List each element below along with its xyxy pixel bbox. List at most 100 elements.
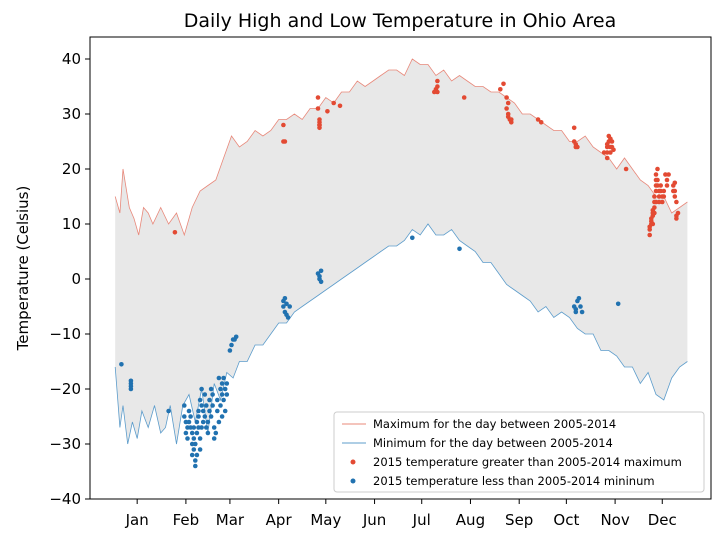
scatter-point-low xyxy=(615,301,621,307)
scatter-point-low xyxy=(221,375,226,381)
scatter-point-low xyxy=(197,436,203,441)
scatter-point-high xyxy=(315,106,321,111)
scatter-point-low xyxy=(282,296,288,301)
y-axis-title: Temperature (Celsius) xyxy=(14,186,32,352)
scatter-point-low xyxy=(317,274,322,279)
scatter-point-low xyxy=(285,315,291,320)
scatter-point-low xyxy=(205,430,211,436)
scatter-point-low xyxy=(215,408,220,414)
x-tick-label: Oct xyxy=(553,511,579,529)
scatter-point-low xyxy=(202,414,208,419)
scatter-point-low xyxy=(194,452,200,458)
scatter-point-low xyxy=(281,304,286,309)
series-line-max xyxy=(114,58,688,237)
scatter-point-high xyxy=(666,172,671,177)
scatter-point-low xyxy=(219,381,225,386)
scatter-point-low xyxy=(207,408,212,414)
scatter-point-low xyxy=(191,436,197,441)
scatter-point-low xyxy=(189,452,195,458)
scatter-point-low xyxy=(194,430,200,436)
scatter-layer xyxy=(119,78,681,469)
scatter-point-low xyxy=(318,268,324,274)
chart-title: Daily High and Low Temperature in Ohio A… xyxy=(184,10,616,32)
y-tick-label: 40 xyxy=(62,50,81,68)
y-tick-label: 0 xyxy=(71,270,81,288)
scatter-point-low xyxy=(219,414,225,419)
legend-min-label: Minimum for the day between 2005-2014 xyxy=(373,436,613,450)
scatter-point-high xyxy=(337,103,343,109)
scatter-point-low xyxy=(318,279,324,285)
scatter-point-low xyxy=(186,408,192,414)
scatter-point-high xyxy=(655,166,660,172)
scatter-point-low xyxy=(457,246,462,252)
scatter-point-low xyxy=(197,447,203,452)
scatter-point-high xyxy=(663,172,668,177)
scatter-point-high xyxy=(509,117,514,122)
scatter-point-high xyxy=(315,95,321,100)
scatter-point-high xyxy=(672,180,678,186)
scatter-point-high xyxy=(435,78,440,84)
legend-box xyxy=(333,411,705,493)
scatter-point-high xyxy=(650,221,656,227)
scatter-point-high xyxy=(656,199,662,205)
x-tick-label: Sep xyxy=(505,511,533,529)
scatter-point-high xyxy=(652,205,657,210)
y-tick-label: 30 xyxy=(62,105,81,123)
legend-max-label: Maximum for the day between 2005-2014 xyxy=(373,417,616,431)
scatter-point-low xyxy=(128,386,134,392)
scatter-point-low xyxy=(207,397,212,403)
scatter-point-low xyxy=(573,309,579,315)
scatter-point-high xyxy=(608,150,613,155)
scatter-point-low xyxy=(199,425,204,430)
scatter-point-high xyxy=(647,232,652,238)
scatter-point-low xyxy=(128,378,134,384)
scatter-point-low xyxy=(208,386,214,392)
scatter-point-low xyxy=(410,235,415,241)
scatter-point-low xyxy=(200,419,206,425)
scatter-point-low xyxy=(199,403,204,408)
scatter-point-high xyxy=(655,177,660,183)
scatter-point-high xyxy=(317,122,322,128)
scatter-point-low xyxy=(185,436,190,441)
fill-between-layer xyxy=(115,59,688,444)
scatter-point-low xyxy=(186,419,192,425)
scatter-point-high xyxy=(652,194,657,199)
scatter-point-high xyxy=(660,199,665,205)
y-tick-label: 10 xyxy=(62,215,81,233)
scatter-point-high xyxy=(504,106,509,111)
scatter-point-low xyxy=(188,414,193,419)
scatter-point-low xyxy=(222,408,228,414)
scatter-point-high xyxy=(538,120,544,125)
x-tick-label: Jan xyxy=(125,511,149,529)
scatter-point-low xyxy=(284,301,289,307)
scatter-point-low xyxy=(191,425,197,430)
scatter-point-low xyxy=(193,458,198,463)
y-tick-label: −40 xyxy=(49,490,81,508)
scatter-point-high xyxy=(535,117,541,122)
legend-low-label: 2015 temperature less than 2005-2014 min… xyxy=(373,474,655,488)
scatter-point-low xyxy=(211,436,217,441)
scatter-point-low xyxy=(579,309,585,315)
x-tick-label: Jun xyxy=(362,511,386,529)
scatter-point-low xyxy=(215,397,220,403)
scatter-point-low xyxy=(219,392,225,397)
scatter-point-high xyxy=(674,199,679,205)
scatter-point-high xyxy=(653,172,659,177)
fill-between-band xyxy=(115,59,688,444)
scatter-point-low xyxy=(229,342,234,348)
scatter-point-low xyxy=(224,381,230,386)
scatter-point-high xyxy=(435,89,440,95)
x-tick-label: Nov xyxy=(600,511,629,529)
scatter-point-low xyxy=(221,397,226,403)
x-tick-label: Feb xyxy=(173,511,200,529)
scatter-point-high xyxy=(172,230,178,235)
scatter-point-low xyxy=(182,414,187,419)
scatter-point-high xyxy=(501,81,506,87)
scatter-point-low xyxy=(224,392,230,397)
scatter-point-high xyxy=(571,125,577,131)
scatter-point-high xyxy=(505,111,511,117)
scatter-point-high xyxy=(652,210,657,216)
scatter-point-high xyxy=(325,109,330,114)
scatter-point-high xyxy=(623,166,629,172)
